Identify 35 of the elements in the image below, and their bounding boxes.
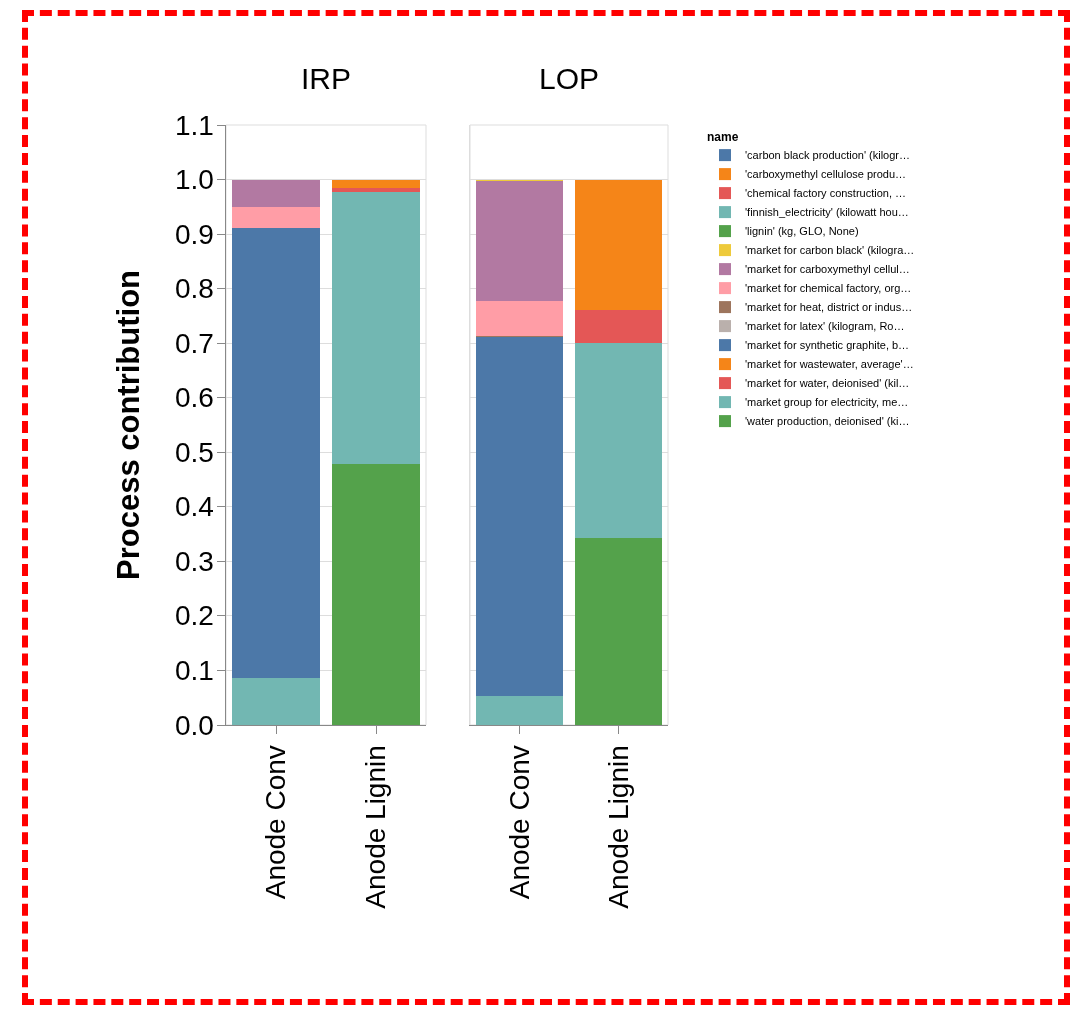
legend-label: 'market for heat, district or indus… (745, 301, 913, 314)
y-tick-label: 1.0 (175, 164, 214, 195)
legend-label: 'market for carboxymethyl cellul… (745, 263, 910, 276)
y-tick-label: 1.1 (175, 110, 214, 141)
x-tick-label: Anode Lignin (360, 745, 392, 909)
legend-title: name (707, 129, 739, 144)
y-tick-label: 0.3 (175, 546, 214, 577)
legend-label: 'carbon black production' (kilogr… (745, 149, 910, 162)
y-tick-label: 0.7 (175, 328, 214, 359)
legend-label: 'water production, deionised' (ki… (745, 415, 910, 428)
legend-label: 'market for water, deionised' (kil… (745, 377, 910, 390)
legend-label: 'market for wastewater, average'… (745, 358, 914, 371)
legend-label: 'chemical factory construction, … (745, 187, 907, 200)
legend-label: 'market for latex' (kilogram, Ro… (745, 320, 905, 333)
y-tick-label: 0.5 (175, 437, 214, 468)
x-tick-label: Anode Lignin (602, 745, 634, 909)
chart-title: LOP (538, 61, 600, 95)
legend-label: 'market for synthetic graphite, b… (745, 339, 910, 352)
x-tick-label: Anode Conv (503, 745, 535, 900)
y-tick-label: 0.6 (175, 382, 214, 413)
y-tick-label: 0.2 (175, 600, 214, 631)
legend-label: 'market for chemical factory, org… (745, 282, 912, 295)
y-tick-label: 0.4 (175, 491, 214, 522)
y-tick-label: 0.0 (175, 710, 214, 741)
legend-label: 'market for carbon black' (kilogra… (745, 244, 915, 257)
y-tick-label: 0.1 (175, 655, 214, 686)
y-tick-label: 0.9 (175, 219, 214, 250)
chart-title: IRP (300, 61, 352, 95)
legend-label: 'lignin' (kg, GLO, None) (745, 225, 859, 238)
legend-label: 'carboxymethyl cellulose produ… (745, 168, 907, 181)
legend-label: 'finnish_electricity' (kilowatt hou… (745, 206, 909, 219)
y-tick-label: 0.8 (175, 273, 214, 304)
x-tick-label: Anode Conv (260, 745, 292, 900)
y-axis-title: Process contribution (111, 269, 146, 580)
legend-label: 'market group for electricity, me… (745, 396, 909, 409)
